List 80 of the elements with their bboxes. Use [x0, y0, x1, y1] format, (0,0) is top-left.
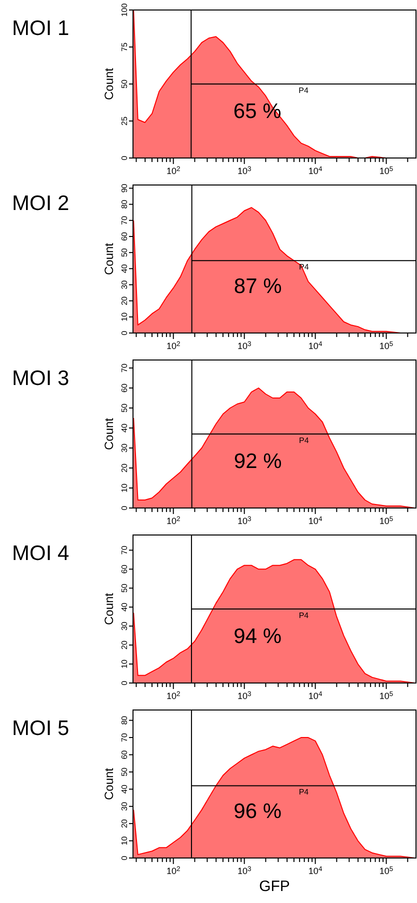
y-tick-label: 75 — [120, 42, 129, 52]
y-axis-title: Count — [102, 242, 116, 276]
y-tick-label: 50 — [120, 248, 129, 258]
y-tick-label: 60 — [120, 231, 129, 241]
x-axis-title: GFP — [259, 878, 290, 895]
y-tick-label: 70 — [120, 545, 129, 555]
x-tick-label: 10$^{3}$ — [237, 866, 252, 876]
y-tick-label: 80 — [120, 715, 129, 725]
ref-line-label: P4 — [298, 788, 310, 797]
x-tick-label: 10$^{4}$ — [308, 866, 322, 876]
y-tick-label: 30 — [120, 443, 129, 452]
x-tick-label: 10$^{5}$ — [379, 166, 394, 176]
y-tick-label: 100 — [120, 2, 129, 17]
y-tick-label: 70 — [120, 732, 129, 742]
x-tick-label: 10$^{2}$ — [166, 340, 180, 351]
y-tick-label: 0 — [120, 330, 129, 336]
x-tick-label: 10$^{5}$ — [379, 866, 394, 876]
annotation: 92 % — [234, 450, 282, 474]
x-tick-label: 10$^{3}$ — [237, 340, 252, 351]
y-axis-title: Count — [102, 592, 116, 626]
y-axis-title: Count — [102, 67, 116, 100]
y-tick-label: 0 — [120, 155, 129, 160]
y-tick-label: 20 — [120, 640, 129, 650]
y-tick-label: 60 — [120, 750, 129, 760]
x-tick-label: 10$^{2}$ — [166, 516, 180, 526]
y-tick-label: 70 — [120, 363, 129, 372]
y-tick-label: 70 — [120, 215, 129, 225]
x-tick-label: 10$^{2}$ — [166, 866, 180, 876]
y-tick-label: 90 — [120, 183, 129, 193]
y-tick-label: 30 — [120, 280, 129, 290]
y-tick-label: 80 — [120, 199, 129, 209]
x-tick-label: 10$^{5}$ — [379, 516, 394, 526]
x-tick-label: 10$^{4}$ — [308, 340, 322, 351]
chart-title: MOI 2 — [12, 192, 70, 215]
y-tick-label: 30 — [120, 801, 129, 811]
y-tick-label: 25 — [120, 116, 129, 126]
annotation: 96 % — [234, 800, 282, 824]
y-tick-label: 20 — [120, 463, 129, 472]
y-tick-label: 20 — [120, 296, 129, 306]
y-tick-label: 50 — [120, 79, 129, 88]
y-tick-label: 10 — [120, 312, 129, 322]
ref-line-label: P4 — [298, 86, 310, 95]
x-tick-label: 10$^{3}$ — [237, 690, 252, 701]
x-tick-label: 10$^{3}$ — [237, 516, 252, 526]
annotation: 65 % — [233, 100, 282, 124]
y-tick-label: 60 — [120, 564, 129, 574]
x-tick-label: 10$^{2}$ — [166, 690, 180, 701]
y-tick-label: 10 — [120, 483, 129, 492]
y-tick-label: 10 — [120, 836, 129, 846]
y-tick-label: 50 — [120, 403, 129, 412]
y-tick-label: 0 — [120, 855, 129, 860]
annotation: 94 % — [234, 625, 282, 648]
annotation: 87 % — [234, 275, 282, 298]
chart-title: MOI 5 — [12, 717, 70, 740]
x-tick-label: 10$^{4}$ — [308, 690, 322, 701]
y-tick-label: 40 — [120, 784, 129, 794]
y-tick-label: 50 — [120, 766, 129, 776]
x-tick-label: 10$^{5}$ — [379, 690, 394, 701]
y-axis-title: Count — [102, 417, 116, 450]
y-axis-title: Count — [102, 767, 116, 800]
y-tick-label: 40 — [120, 602, 129, 612]
x-tick-label: 10$^{5}$ — [379, 340, 394, 351]
y-tick-label: 60 — [120, 383, 129, 392]
y-tick-label: 50 — [120, 583, 129, 593]
chart-title: MOI 4 — [12, 542, 70, 565]
x-tick-label: 10$^{4}$ — [308, 166, 322, 176]
y-tick-label: 40 — [120, 423, 129, 432]
y-tick-label: 40 — [120, 264, 129, 274]
y-tick-label: 10 — [120, 659, 129, 668]
y-tick-label: 20 — [120, 818, 129, 828]
x-tick-label: 10$^{2}$ — [166, 166, 180, 176]
x-tick-label: 10$^{4}$ — [308, 516, 322, 526]
ref-line-label: P4 — [299, 436, 310, 445]
chart-title: MOI 1 — [12, 17, 70, 40]
chart-title: MOI 3 — [12, 367, 70, 390]
y-tick-label: 30 — [120, 621, 129, 631]
x-tick-label: 10$^{3}$ — [237, 166, 252, 176]
y-tick-label: 0 — [120, 680, 129, 686]
y-tick-label: 0 — [120, 505, 129, 510]
ref-line-label: P4 — [298, 611, 310, 620]
